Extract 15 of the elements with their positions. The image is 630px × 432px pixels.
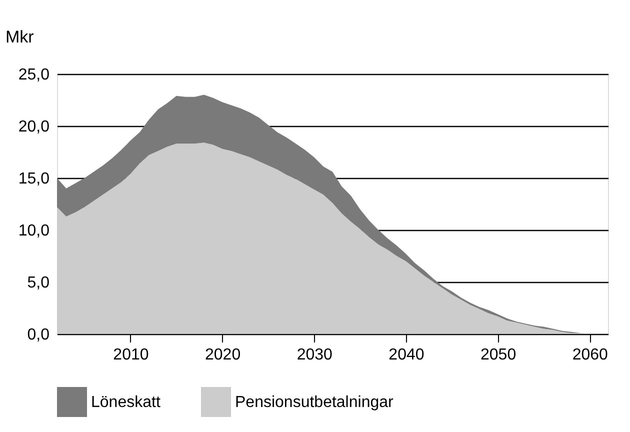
y-tick-label: 10,0 (18, 222, 50, 240)
x-tick-label: 2040 (388, 346, 424, 364)
x-tick-label: 2010 (113, 346, 149, 364)
y-tick-label: 20,0 (18, 118, 50, 136)
x-tick-label: 2060 (572, 346, 608, 364)
y-tick-label: 15,0 (18, 170, 50, 188)
legend-label: Löneskatt (91, 394, 161, 411)
y-tick-label: 0,0 (27, 326, 50, 344)
y-axis-title: Mkr (6, 28, 34, 46)
y-tick-label: 5,0 (27, 274, 50, 292)
x-tick-label: 2020 (205, 346, 241, 364)
y-tick-label: 25,0 (18, 66, 50, 84)
x-tick-label: 2030 (296, 346, 333, 364)
legend-label: Pensionsutbetalningar (235, 394, 394, 411)
x-tick-label: 2050 (480, 346, 516, 364)
